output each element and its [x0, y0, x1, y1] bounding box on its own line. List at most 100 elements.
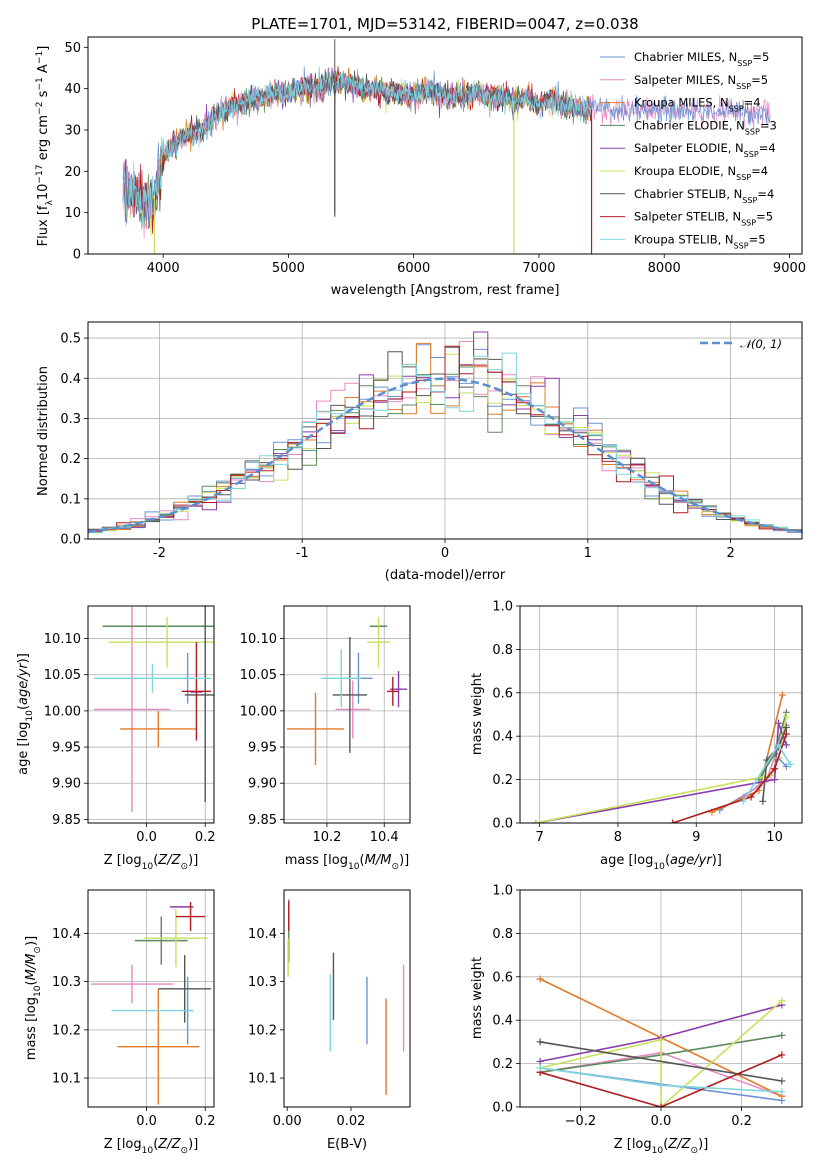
plot-area-residuals [88, 331, 802, 534]
y-tick-label: 10.00 [44, 704, 81, 719]
x-tick-label: 0.0 [136, 830, 157, 845]
label-fragment: =4 [744, 96, 761, 110]
y-tick-label: 9.95 [52, 741, 81, 756]
legend-entry: Kroupa STELIB, NSSP=5 [634, 232, 766, 250]
y-axis-label: mass weight [470, 673, 485, 755]
x-axis-label: Z [log10(Z/Z⊙)] [614, 1137, 709, 1156]
x-tick-label: 0.2 [195, 830, 216, 845]
x-tick-label: 1 [584, 546, 592, 561]
label-fragment: SSP [742, 195, 757, 204]
label-fragment: ( [665, 853, 670, 868]
y-tick-label: 0.2 [60, 452, 81, 467]
series-marker [657, 1103, 665, 1107]
y-tick-label: 10.2 [248, 1023, 277, 1038]
plot-area-age_vs_Z [93, 606, 214, 813]
label-fragment: 10 [348, 862, 360, 872]
x-tick-label: 9000 [773, 261, 806, 276]
label-fragment: )] [712, 853, 722, 868]
y-tick-label: 0.2 [492, 773, 513, 788]
label-fragment: −1 [35, 51, 45, 64]
label-fragment: SSP [736, 81, 751, 90]
y-tick-label: 10.3 [248, 975, 277, 990]
label-fragment: ( [16, 705, 31, 710]
axes-frame [87, 36, 803, 255]
label-fragment: 10 [142, 1146, 154, 1156]
y-tick-label: 0.8 [492, 927, 513, 942]
label-fragment: M/M [24, 954, 39, 981]
label-fragment: ( [663, 1137, 668, 1152]
axes-mass_vs_Z: 0.0 0.210.110.210.310.4Z [log10(Z/Z⊙)]mas… [24, 889, 216, 1156]
series-marker [778, 1088, 786, 1096]
legend-entry: Chabrier ELODIE, NSSP=3 [634, 118, 777, 136]
y-tick-label: 9.90 [248, 777, 277, 792]
label-fragment: A [36, 64, 51, 77]
label-fragment: −17 [35, 164, 45, 183]
plot-area-mass_vs_EBV [287, 899, 405, 1095]
plot-area-mass_weight_vs_age [532, 691, 794, 823]
label-fragment: 10 [142, 862, 154, 872]
legend-entry: Salpeter STELIB, NSSP=5 [634, 210, 773, 228]
x-tick-label: 0.02 [337, 1114, 366, 1129]
series-marker [782, 713, 790, 721]
label-fragment: age/yr [16, 662, 31, 705]
histogram-steps [88, 345, 802, 533]
figure-title: PLATE=1701, MJD=53142, FIBERID=0047, z=0… [251, 15, 638, 33]
series-line [742, 743, 791, 802]
plot-area-age_vs_mass [286, 616, 408, 766]
label-fragment: −2 [35, 102, 45, 115]
label-fragment: =5 [756, 210, 773, 224]
series-line [539, 1000, 783, 1107]
y-axis-label: age [log10(age/yr)] [16, 653, 35, 775]
label-fragment: SSP [734, 241, 749, 250]
series-marker [536, 1038, 544, 1046]
x-tick-label: 10.2 [312, 830, 341, 845]
series-marker [778, 1031, 786, 1039]
y-tick-label: 10.1 [52, 1072, 81, 1087]
label-fragment: ⊙ [391, 862, 399, 872]
y-tick-label: 10.05 [44, 668, 81, 683]
label-fragment: erg cm [36, 115, 51, 164]
label-fragment: mass [log [285, 853, 348, 868]
x-tick-label: 0.2 [195, 1114, 216, 1129]
x-tick-label: 0.00 [273, 1114, 302, 1129]
plot-area-spectrum [122, 39, 771, 254]
x-axis-label: E(B-V) [327, 1137, 367, 1152]
axes-frame [519, 605, 803, 824]
y-tick-label: 0.6 [492, 686, 513, 701]
y-tick-label: 9.85 [52, 813, 81, 828]
y-tick-label: 10.2 [52, 1023, 81, 1038]
series-line [539, 1041, 783, 1082]
axes-frame [283, 605, 411, 824]
series-marker [532, 819, 540, 823]
label-fragment: =4 [751, 164, 768, 178]
series-line [535, 722, 788, 823]
x-tick-label: 2 [726, 546, 734, 561]
series-marker [778, 1077, 786, 1085]
y-tick-label: 0.4 [492, 1014, 513, 1029]
y-tick-label: 9.90 [52, 777, 81, 792]
series-marker [778, 1051, 786, 1059]
x-axis-label: (data-model)/error [385, 568, 506, 583]
label-fragment: )] [399, 853, 409, 868]
label-fragment: Salpeter STELIB, N [634, 210, 741, 224]
axes-mass_weight_vs_Z: −0.2 0.0 0.2 0.0 0.2 0.4 0.6 0.8 1.0 Z [log10(Z/Z… [470, 884, 803, 1156]
y-tick-label: 10 [64, 206, 81, 221]
y-tick-label: 10.10 [240, 632, 277, 647]
spectrum-line [122, 66, 592, 227]
legend-entry: Kroupa MILES, NSSP=4 [634, 96, 761, 114]
label-fragment: 10 [25, 710, 35, 722]
label-fragment: 10 [33, 985, 43, 997]
x-tick-label: 0.0 [651, 1114, 672, 1129]
series-marker [782, 730, 790, 738]
label-fragment: SSP [744, 150, 759, 159]
y-tick-label: 1.0 [492, 600, 513, 615]
legend-entry: Chabrier MILES, NSSP=5 [634, 50, 769, 68]
x-axis-label: Z [log10(Z/Z⊙)] [104, 853, 199, 872]
x-tick-label: 8 [614, 830, 622, 845]
axes-residuals: -2 -1 0 1 2 0.0 0.1 0.2 0.3 0.4 0.5 𝒩(0, 1) (data-mo… [36, 321, 803, 583]
axes-age_vs_mass: 10.2 10.4 9.85 9.90 9.95 10.00 10.05 10.10 mass … [240, 605, 411, 872]
y-tick-label: 0 [73, 248, 81, 263]
